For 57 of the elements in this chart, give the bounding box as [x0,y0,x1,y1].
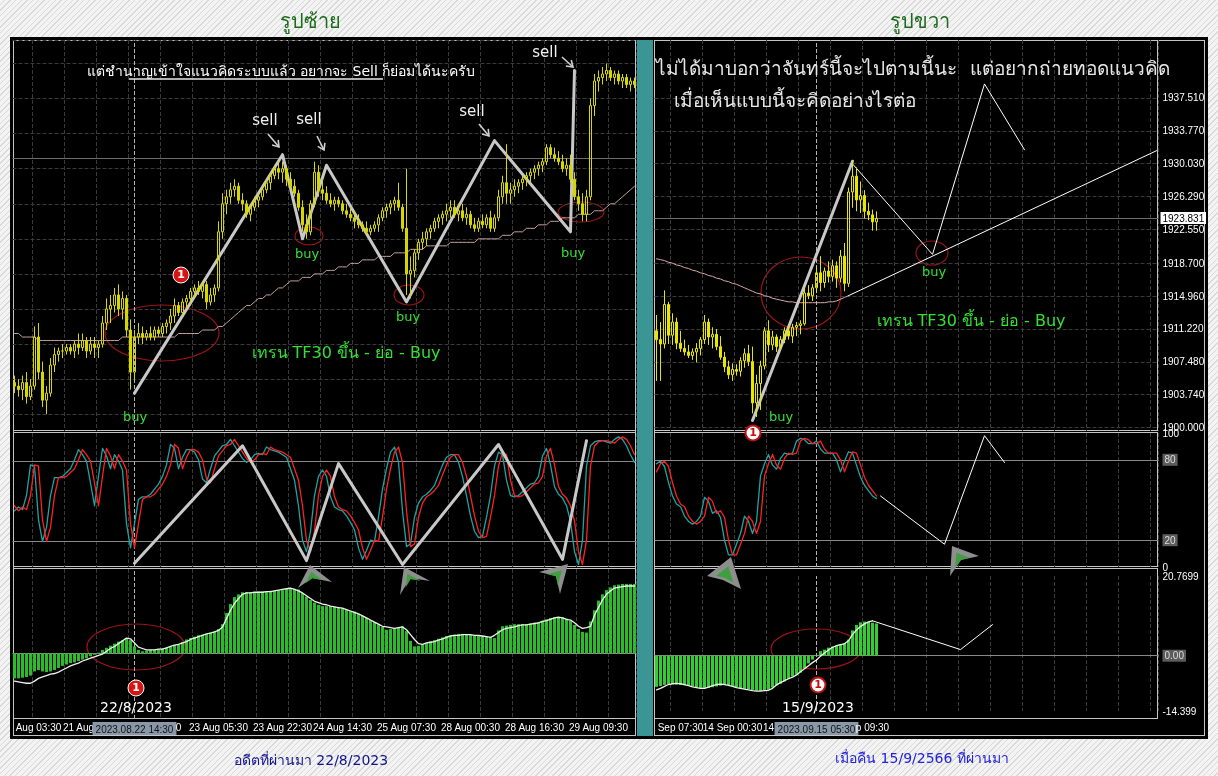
ref-line-label: 1923.831 [1162,212,1205,224]
y-tick-label: 1922.550 [1162,223,1205,235]
y-tick-label: 1926.290 [1162,190,1205,202]
y-tick-label: -14.399 [1162,705,1197,717]
annotation: 1 [127,679,145,697]
annotation: buy [921,263,947,280]
y-tick-label: 0 [1162,561,1169,573]
annotation: เมื่อเห็นแบบนี้จะคิดอย่างไรต่อ [674,89,916,112]
annotation: buy [395,308,421,325]
x-tick-label: 21 Aug [62,721,95,733]
y-tick-label: 20 [1164,534,1177,546]
y-tick-label: 20.7699 [1162,570,1200,582]
annotation: buy [560,244,586,261]
text: sell [532,43,558,62]
y-tick-label: 80 [1164,454,1177,466]
x-tick-label: 23 Aug 22:30 [253,721,313,733]
y-tick-label: 1914.960 [1162,290,1205,302]
x-tick-label: Sep 07:30 [657,721,704,733]
annotation: เทรน TF30 ขึ้น - ย่อ - Buy [876,310,1066,331]
x-tick-label: 24 Aug 14:30 [313,721,373,733]
y-tick-label: 1911.220 [1162,323,1204,335]
y-tick-label: 1933.770 [1162,125,1205,137]
x-tick-label: 23 Aug 05:30 [189,721,249,733]
annotation: เทรน TF30 ขึ้น - ย่อ - Buy [251,342,441,363]
chart-title: รูปขวา [890,8,950,33]
annotation: 1 [172,266,190,284]
x-tick-label: 14 Sep 00:30 [702,721,763,733]
annotation: buy [294,245,320,262]
x-tick-label: 29 Aug 09:30 [569,721,629,733]
x-tick-label: 0 [175,721,182,733]
annotation: 1 [809,676,827,694]
annotation: 15/9/2023 [782,698,854,716]
y-tick-label: 1903.740 [1162,389,1205,401]
annotation: sell [296,110,322,129]
x-tick-label: 28 Aug 16:30 [505,721,565,733]
x-tick-label: 14 [762,721,775,733]
text: เมื่อคืน 15/9/2566 ที่ผ่านมา [835,749,1009,767]
x-tick-label: 28 Aug 00:30 [441,721,501,733]
y-tick-label: 0.00 [1164,650,1185,662]
annotation: sell [459,102,485,121]
x-tick-label: 2023.09.15 05:30 [777,723,856,735]
text: อดีตที่ผ่านมา 22/8/2023 [233,751,389,769]
x-tick-label: 25 Aug 07:30 [377,721,437,733]
y-tick-label: 1930.030 [1162,158,1205,170]
x-tick-label: 2023.08.22 14:30 [95,723,174,735]
y-tick-label: 1937.510 [1162,92,1205,104]
x-tick-label: Aug 03:30 [15,721,62,733]
annotation: buy [768,408,794,425]
annotation: sell [252,111,278,130]
annotation: buy [122,408,148,425]
x-tick-label: p 09:30 [855,721,890,733]
y-tick-label: 1907.480 [1162,356,1205,368]
annotation: 1 [744,424,762,442]
annotation: แต่ชำนาญเข้าใจแนวคิดระบบแล้ว อยากจะ Sell ก็ย่อมได้นะครับ [86,62,476,80]
y-tick-label: 1918.700 [1162,257,1205,269]
chart-title: รูปซ้าย [279,8,341,33]
text: 22/8/2023 [100,698,172,716]
